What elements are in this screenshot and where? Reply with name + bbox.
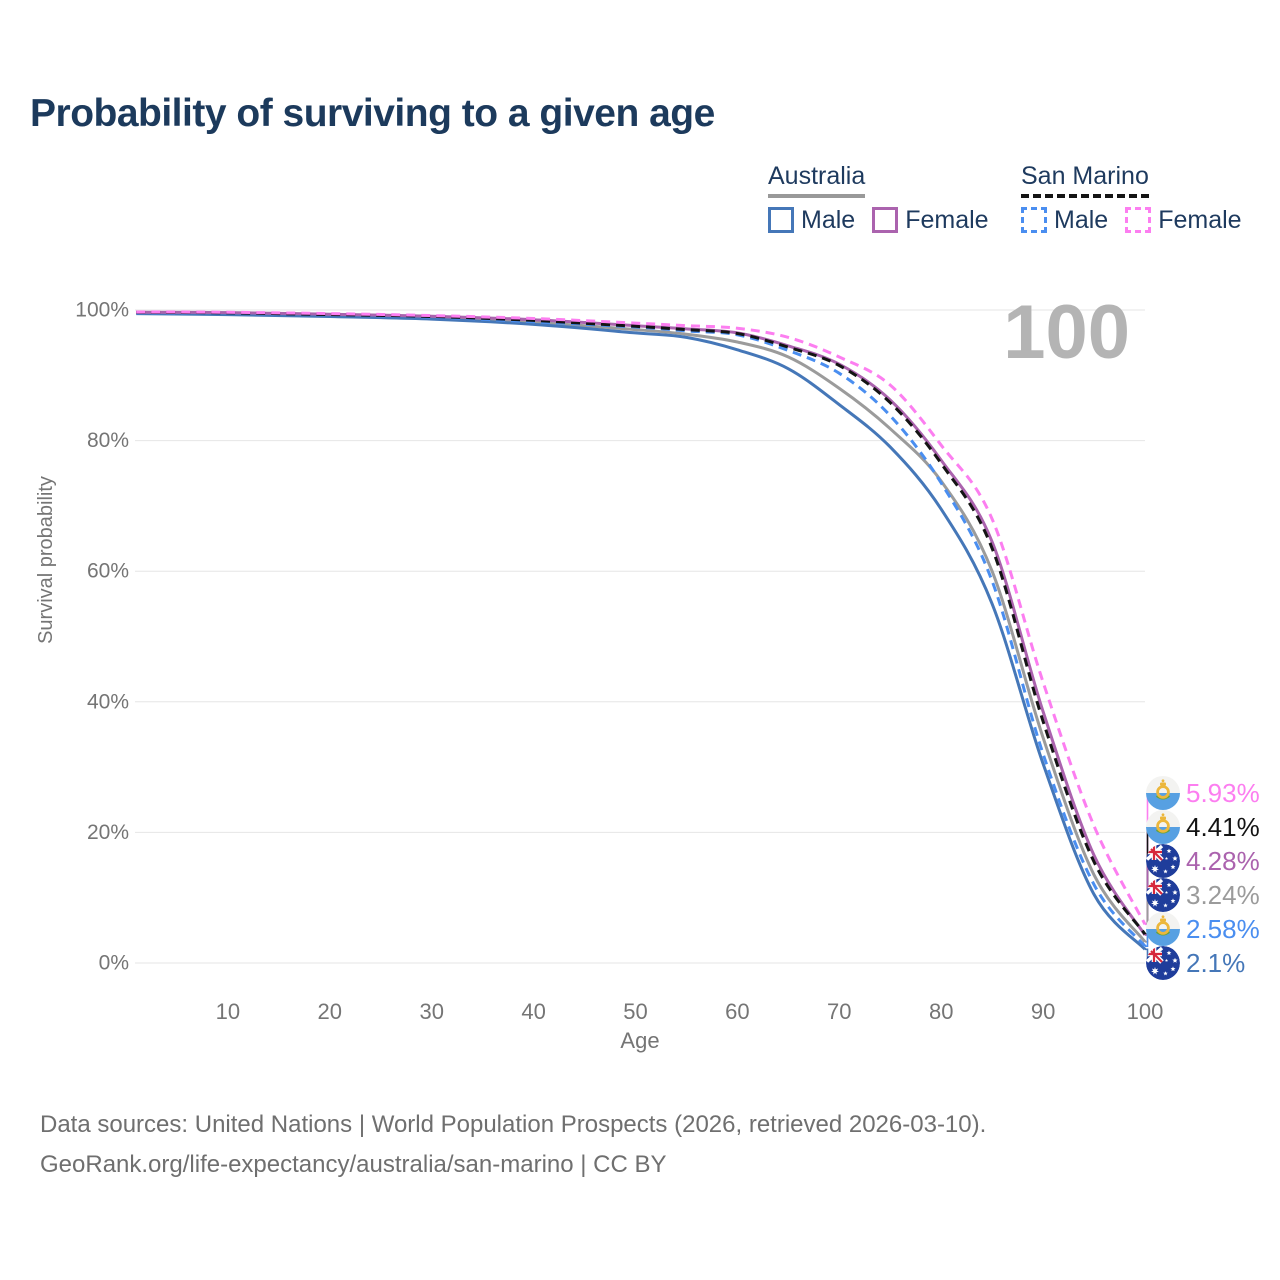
footer-attribution-line: GeoRank.org/life-expectancy/australia/sa… [40, 1151, 667, 1178]
legend-item-label: Female [905, 206, 989, 234]
series-line-australia-male[interactable] [136, 312, 1147, 951]
legend-group-australia: Australia Male Female [768, 162, 1006, 233]
legend-group-san-marino: San Marino Male Female [1021, 162, 1259, 233]
y-tick-label: 20% [87, 821, 129, 844]
x-tick-label: 70 [827, 999, 851, 1024]
x-tick-label: 10 [216, 999, 240, 1024]
end-label-san-marino-male: 2.58% [1186, 914, 1260, 944]
legend-swatch-san-marino-male [1021, 207, 1047, 233]
legend-swatch-san-marino-female [1125, 207, 1152, 233]
end-label-san-marino-total: 4.41% [1186, 812, 1260, 842]
series-line-san-marino-male[interactable] [136, 311, 1147, 948]
flag-icon-san-marino [1146, 810, 1180, 844]
x-tick-label: 60 [725, 999, 749, 1024]
footer-source-line: Data sources: United Nations | World Pop… [40, 1111, 987, 1138]
legend-group-label-australia: Australia [768, 162, 866, 198]
legend-swatch-australia-female [872, 207, 899, 233]
legend-item-label: Male [801, 206, 856, 234]
y-tick-label: 100% [75, 299, 129, 322]
legend-group-label-san-marino: San Marino [1021, 162, 1149, 198]
legend-item-australia-female[interactable]: Female [872, 206, 989, 234]
series-line-australia-total[interactable] [136, 311, 1147, 943]
x-axis-title: Age [620, 1028, 659, 1053]
y-tick-label: 80% [87, 429, 129, 452]
page-title: Probability of surviving to a given age [30, 92, 715, 135]
legend-item-san-marino-female[interactable]: Female [1125, 206, 1242, 234]
series-line-san-marino-total[interactable] [136, 310, 1147, 936]
legend-item-san-marino-male[interactable]: Male [1021, 207, 1108, 233]
x-tick-label: 90 [1031, 999, 1055, 1024]
legend-item-australia-male[interactable]: Male [768, 207, 855, 233]
legend-item-label: Male [1054, 206, 1109, 234]
end-label-australia-male: 2.1% [1186, 948, 1245, 978]
end-label-san-marino-female: 5.93% [1186, 778, 1260, 808]
x-tick-label: 100 [1127, 999, 1164, 1024]
flag-icon-australia [1146, 946, 1180, 980]
y-tick-label: 40% [87, 690, 129, 713]
end-label-australia-total: 3.24% [1186, 880, 1260, 910]
series-line-australia-female[interactable] [136, 310, 1147, 936]
end-label-australia-female: 4.28% [1186, 846, 1260, 876]
y-tick-label: 60% [87, 560, 129, 583]
flag-icon-australia [1146, 844, 1180, 878]
flag-icon-australia [1146, 878, 1180, 912]
legend-swatch-australia-male [768, 207, 794, 233]
legend-item-label: Female [1158, 206, 1242, 234]
flag-icon-san-marino [1146, 912, 1180, 946]
flag-icon-san-marino [1146, 776, 1180, 810]
x-tick-label: 30 [419, 999, 443, 1024]
x-tick-label: 50 [623, 999, 647, 1024]
x-tick-label: 40 [521, 999, 545, 1024]
y-tick-label: 0% [99, 952, 129, 975]
footer: Data sources: United Nations | World Pop… [40, 1105, 986, 1185]
x-tick-label: 80 [929, 999, 953, 1024]
y-axis-title: Survival probability [35, 476, 57, 644]
x-tick-label: 20 [318, 999, 342, 1024]
survival-chart: 0% 20% 40% 60% 80% 100% 10 20 30 40 50 60 70 80 90 100 A… [35, 299, 1260, 1054]
series-line-san-marino-female[interactable] [136, 310, 1147, 925]
